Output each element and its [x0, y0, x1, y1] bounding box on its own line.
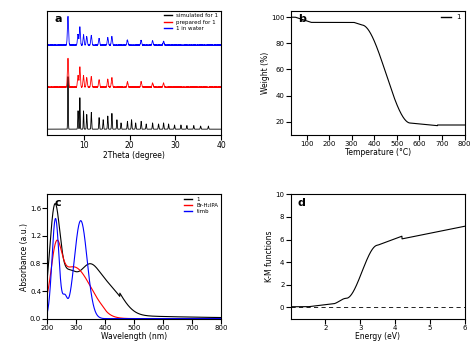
- X-axis label: Wavelength (nm): Wavelength (nm): [101, 332, 167, 341]
- Legend: 1: 1: [440, 14, 461, 20]
- X-axis label: Temperature (°C): Temperature (°C): [345, 148, 410, 158]
- Legend: 1, Br-H₂IPA, timb: 1, Br-H₂IPA, timb: [183, 197, 219, 215]
- X-axis label: 2Theta (degree): 2Theta (degree): [103, 152, 165, 160]
- Y-axis label: K-M functions: K-M functions: [265, 231, 274, 282]
- Text: d: d: [298, 198, 306, 208]
- Text: b: b: [298, 15, 306, 24]
- X-axis label: Energy (eV): Energy (eV): [355, 332, 400, 341]
- Y-axis label: Weight (%): Weight (%): [261, 52, 270, 94]
- Text: c: c: [55, 198, 61, 208]
- Text: a: a: [55, 15, 62, 24]
- Legend: simulated for 1, prepared for 1, 1 in water: simulated for 1, prepared for 1, 1 in wa…: [164, 13, 219, 30]
- Y-axis label: Absorbance (a.u.): Absorbance (a.u.): [19, 223, 28, 291]
